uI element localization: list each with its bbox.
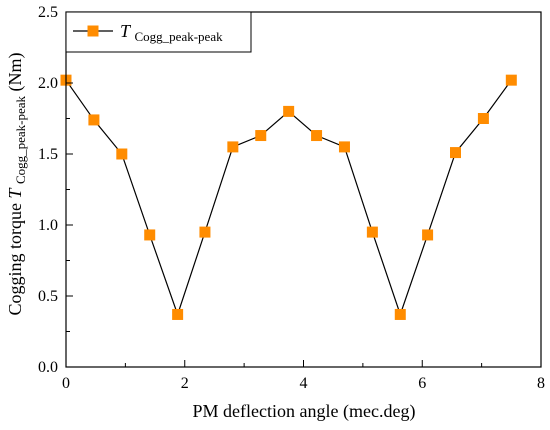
data-point [505, 74, 517, 86]
y-axis-label-suffix: (Nm) [5, 52, 26, 91]
y-axis-label-subscript: Cogg_peak-peak [13, 95, 28, 184]
y-tick-label: 2.5 [38, 4, 58, 21]
x-axis-label: PM deflection angle (mec.deg) [193, 401, 416, 422]
x-tick-label: 2 [181, 375, 189, 392]
axis-layer: 0 2 4 6 8 0.0 0.5 1.0 1.5 2.0 2.5 [38, 4, 545, 392]
x-tick-label: 4 [300, 375, 308, 392]
y-axis-label: Cogging torque T Cogg_peak-peak (Nm) [5, 52, 29, 315]
data-point [477, 113, 489, 124]
legend-marker-sample [87, 25, 99, 37]
legend-label-symbol: T [120, 21, 132, 41]
data-point [172, 308, 184, 320]
data-point [88, 114, 100, 126]
y-tick-label: 1.0 [38, 217, 58, 234]
data-point [422, 229, 434, 241]
legend: T Cogg_peak-peak [65, 11, 252, 53]
data-point [366, 226, 378, 238]
legend-label: T Cogg_peak-peak [120, 21, 223, 44]
data-point [144, 229, 156, 241]
y-axis-label-symbol: T [5, 187, 25, 199]
data-point [116, 148, 128, 160]
x-tick-label: 8 [537, 375, 545, 392]
data-point [255, 130, 267, 142]
data-point [338, 141, 350, 153]
y-tick-label: 0.0 [38, 359, 58, 376]
y-tick-label: 0.5 [38, 288, 58, 305]
legend-label-subscript: Cogg_peak-peak [135, 29, 224, 44]
y-tick-label: 1.5 [38, 146, 58, 163]
data-point [311, 130, 323, 142]
data-point [450, 147, 461, 159]
data-point [199, 226, 211, 238]
y-tick-label: 2.0 [38, 75, 58, 92]
data-point [283, 105, 295, 117]
data-point [227, 141, 239, 153]
data-point [394, 308, 406, 320]
x-tick-label: 6 [418, 375, 426, 392]
x-tick-label: 0 [62, 375, 70, 392]
y-axis-label-prefix: Cogging torque [5, 199, 25, 316]
